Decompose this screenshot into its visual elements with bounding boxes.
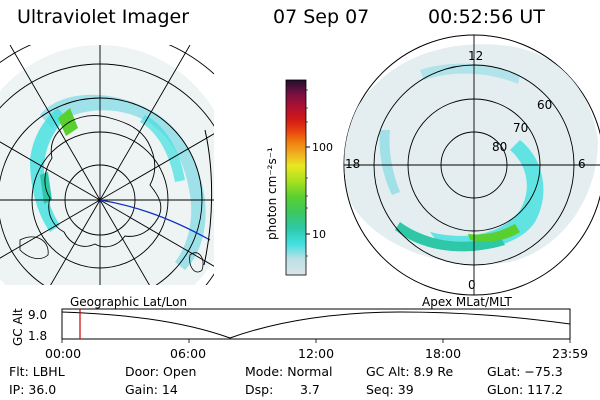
- altitude-xtick-2: 12:00: [298, 346, 335, 361]
- dsp-value: 3.7: [300, 382, 320, 397]
- colorbar-tick-100: 100: [312, 141, 333, 154]
- mlat-label-60: 60: [537, 98, 552, 112]
- altitude-xtick-1: 06:00: [170, 346, 207, 361]
- filter-info: Flt: LBHL: [9, 364, 65, 379]
- gain-info: Gain: 14: [125, 382, 178, 397]
- colorbar-unit-label: photon cm⁻²s⁻¹: [265, 147, 279, 240]
- glat-info: GLat: −75.3: [487, 364, 563, 379]
- colorbar: 100 10 photon cm⁻²s⁻¹: [265, 79, 333, 276]
- altitude-plot: GC Alt 9.0 1.8: [11, 308, 571, 346]
- altitude-ytick-bottom: 1.8: [28, 329, 47, 343]
- mlt-label-6: 6: [578, 157, 586, 171]
- mlt-label-18: 18: [345, 157, 360, 171]
- auroral-oval-dawn: [30, 108, 66, 232]
- geographic-map: [0, 45, 214, 285]
- track-line: [99, 199, 211, 241]
- seq-info: Seq: 39: [366, 382, 414, 397]
- altitude-plot-frame: [61, 308, 571, 340]
- altitude-ytick-top: 9.0: [28, 308, 47, 322]
- image-time: 00:52:56 UT: [428, 6, 545, 28]
- altitude-xtick-4: 23:59: [552, 346, 589, 361]
- dsp-label: Dsp:: [245, 382, 274, 397]
- mlat-label-80: 80: [492, 140, 507, 154]
- colorbar-tick-10: 10: [312, 228, 326, 241]
- geo-caption: Geographic Lat/Lon: [70, 295, 187, 309]
- glon-info: GLon: 117.2: [487, 382, 563, 397]
- meridians: [0, 45, 214, 285]
- apex-auroral-oval: [430, 140, 544, 249]
- ip-info: IP: 36.0: [9, 382, 57, 397]
- apex-polar-plot: 12 18 6 0 60 70 80: [343, 34, 600, 296]
- altitude-curve: [61, 311, 571, 339]
- mlat-label-70: 70: [513, 121, 528, 135]
- altitude-ylabel: GC Alt: [11, 308, 25, 346]
- altitude-xtick-0: 00:00: [45, 346, 82, 361]
- door-info: Door: Open: [125, 364, 197, 379]
- image-date: 07 Sep 07: [273, 6, 370, 28]
- gc-alt-info: GC Alt: 8.9 Re: [366, 364, 454, 379]
- apex-bright-arc: [468, 224, 520, 242]
- mlt-label-12: 12: [468, 49, 483, 63]
- apex-caption: Apex MLat/MLT: [422, 295, 512, 309]
- altitude-xtick-3: 18:00: [425, 346, 462, 361]
- instrument-title: Ultraviolet Imager: [17, 6, 190, 28]
- auroral-bright-spot: [58, 108, 78, 136]
- mode-info: Mode: Normal: [245, 364, 333, 379]
- mlt-label-0: 0: [468, 278, 476, 292]
- apex-nightside-band: [395, 222, 505, 252]
- colorbar-scale: [285, 79, 307, 276]
